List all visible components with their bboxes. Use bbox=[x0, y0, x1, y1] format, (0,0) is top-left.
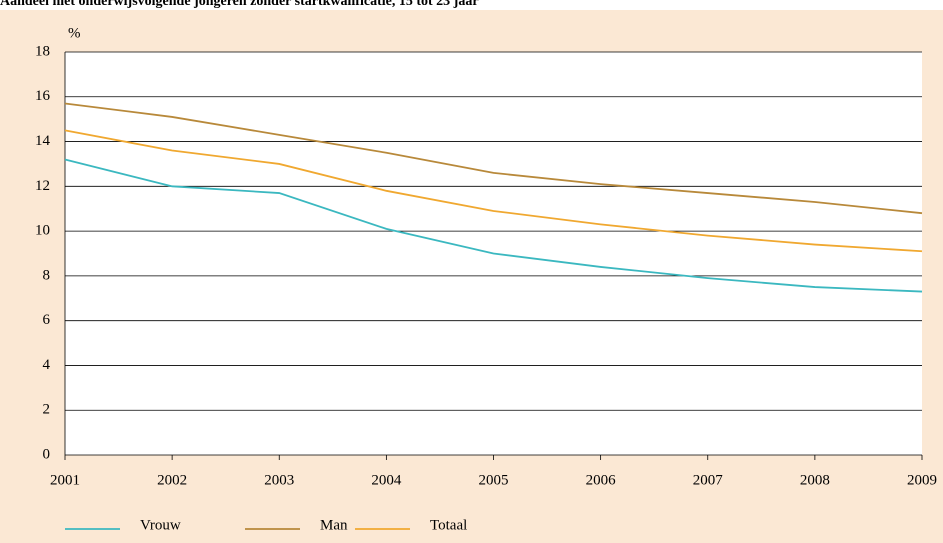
x-tick-label: 2007 bbox=[693, 472, 724, 488]
y-tick-label: 18 bbox=[35, 43, 50, 59]
y-tick-label: 12 bbox=[35, 178, 50, 194]
y-tick-label: 0 bbox=[43, 446, 51, 462]
y-tick-label: 10 bbox=[35, 223, 50, 239]
series-line bbox=[64, 129, 923, 253]
series-line bbox=[64, 158, 923, 293]
series-line bbox=[64, 102, 923, 215]
x-tick-label: 2009 bbox=[907, 472, 937, 488]
x-tick-label: 2006 bbox=[586, 472, 617, 488]
x-tick-label: 2005 bbox=[479, 472, 509, 488]
x-tick-label: 2001 bbox=[50, 472, 80, 488]
y-tick-label: 6 bbox=[43, 312, 51, 328]
x-tick-label: 2003 bbox=[264, 472, 294, 488]
y-axis-label: % bbox=[68, 25, 81, 41]
y-tick-label: 2 bbox=[43, 402, 51, 418]
y-tick-label: 16 bbox=[35, 88, 51, 104]
x-tick-label: 2008 bbox=[800, 472, 830, 488]
legend-label: Man bbox=[320, 517, 348, 533]
y-tick-label: 14 bbox=[35, 133, 51, 149]
x-tick-label: 2004 bbox=[371, 472, 402, 488]
legend-label: Totaal bbox=[430, 517, 467, 533]
chart-title: Aandeel niet onderwijsvolgende jongeren … bbox=[0, 0, 479, 9]
legend-label: Vrouw bbox=[140, 517, 181, 533]
y-tick-label: 8 bbox=[43, 267, 51, 283]
x-tick-label: 2002 bbox=[157, 472, 187, 488]
y-tick-label: 4 bbox=[43, 357, 51, 373]
